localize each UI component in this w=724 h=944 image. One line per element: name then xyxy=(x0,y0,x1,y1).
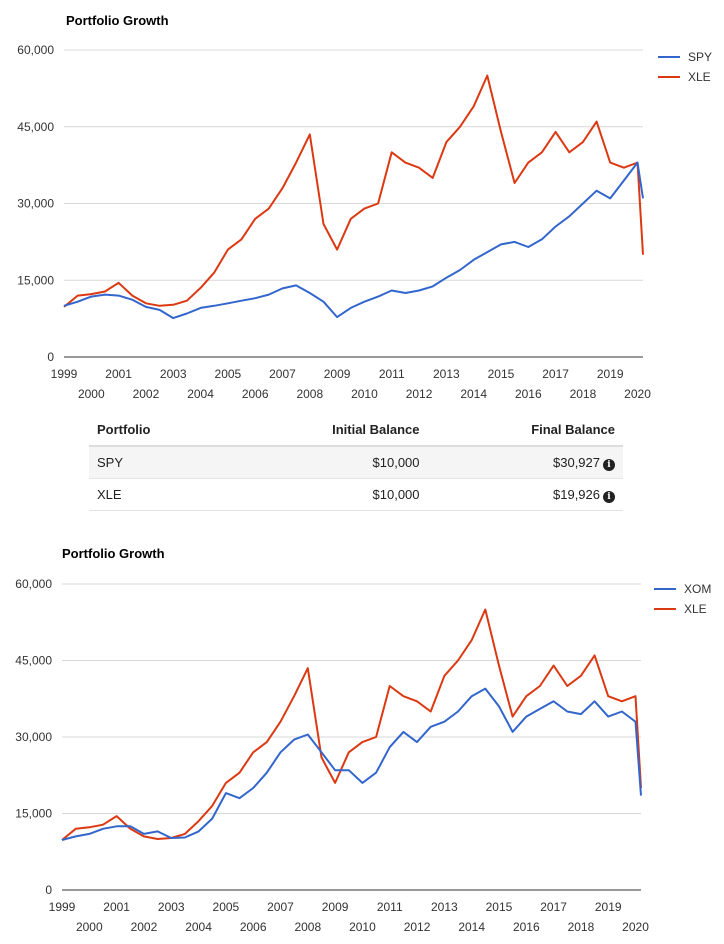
y-tick-label: 45,000 xyxy=(17,120,54,134)
x-tick-label: 2017 xyxy=(542,367,569,381)
balance-table: Portfolio Initial Balance Final Balance … xyxy=(89,415,623,511)
info-icon[interactable]: i xyxy=(603,490,615,503)
x-tick-label: 2005 xyxy=(213,900,240,914)
y-tick-label: 30,000 xyxy=(17,197,54,211)
x-tick-label: 2013 xyxy=(431,900,458,914)
table-row: SPY $10,000 $30,927 i xyxy=(89,446,623,479)
x-tick-label: 1999 xyxy=(51,367,78,381)
x-tick-label: 2011 xyxy=(377,900,403,914)
y-tick-label: 15,000 xyxy=(15,807,52,821)
x-tick-label: 2007 xyxy=(267,900,294,914)
row-initial-balance: $10,000 xyxy=(224,478,428,511)
x-tick-label: 2003 xyxy=(160,367,187,381)
x-tick-label: 2008 xyxy=(294,920,321,934)
x-tick-label: 2006 xyxy=(240,920,267,934)
series-line-xle xyxy=(61,608,642,841)
x-tick-label: 1999 xyxy=(49,900,76,914)
x-tick-label: 2003 xyxy=(158,900,185,914)
x-tick-label: 2004 xyxy=(185,920,212,934)
x-tick-label: 2020 xyxy=(622,920,649,934)
x-tick-label: 2001 xyxy=(105,367,132,381)
row-final-balance: $30,927 i xyxy=(427,446,623,479)
x-tick-label: 2019 xyxy=(595,900,622,914)
x-tick-label: 2018 xyxy=(568,920,595,934)
x-tick-label: 2001 xyxy=(103,900,130,914)
y-tick-label: 15,000 xyxy=(17,273,54,287)
x-tick-label: 2000 xyxy=(78,387,105,401)
x-tick-label: 2004 xyxy=(187,387,214,401)
chart-1-title: Portfolio Growth xyxy=(66,13,169,28)
header-initial-balance: Initial Balance xyxy=(224,415,428,447)
x-tick-label: 2016 xyxy=(513,920,540,934)
y-tick-label: 30,000 xyxy=(15,730,52,744)
y-tick-label: 0 xyxy=(47,350,54,364)
header-portfolio: Portfolio xyxy=(89,415,225,447)
y-tick-label: 45,000 xyxy=(15,654,52,668)
row-initial-balance: $10,000 xyxy=(224,446,428,479)
x-tick-label: 2014 xyxy=(460,387,487,401)
x-tick-label: 2008 xyxy=(296,387,323,401)
row-portfolio: XLE xyxy=(89,478,225,511)
x-tick-label: 2009 xyxy=(324,367,351,381)
final-balance-value: $30,927 xyxy=(553,454,600,470)
x-tick-label: 2002 xyxy=(131,920,158,934)
x-tick-label: 2016 xyxy=(515,387,542,401)
x-tick-label: 2009 xyxy=(322,900,349,914)
x-tick-label: 2019 xyxy=(597,367,624,381)
x-tick-label: 2007 xyxy=(269,367,296,381)
row-final-balance: $19,926 i xyxy=(427,478,623,511)
info-icon[interactable]: i xyxy=(603,458,615,471)
chart-2-title: Portfolio Growth xyxy=(62,546,165,561)
legend-label: XLE xyxy=(688,70,711,84)
legend-label: XOM xyxy=(684,582,711,596)
series-line-spy xyxy=(63,161,644,320)
y-tick-label: 60,000 xyxy=(17,43,54,57)
table-row: XLE $10,000 $19,926 i xyxy=(89,478,623,511)
x-tick-label: 2005 xyxy=(215,367,242,381)
x-tick-label: 2006 xyxy=(242,387,269,401)
x-tick-label: 2000 xyxy=(76,920,103,934)
x-tick-label: 2010 xyxy=(351,387,378,401)
x-tick-label: 2012 xyxy=(406,387,433,401)
x-tick-label: 2018 xyxy=(570,387,597,401)
x-tick-label: 2020 xyxy=(624,387,651,401)
series-line-xom xyxy=(61,687,642,841)
y-tick-label: 60,000 xyxy=(15,577,52,591)
legend-label: XLE xyxy=(684,602,707,616)
y-tick-label: 0 xyxy=(45,883,52,897)
header-final-balance: Final Balance xyxy=(427,415,623,447)
x-tick-label: 2015 xyxy=(488,367,515,381)
x-tick-label: 2017 xyxy=(540,900,567,914)
final-balance-value: $19,926 xyxy=(553,486,600,502)
x-tick-label: 2011 xyxy=(379,367,405,381)
series-line-xle xyxy=(63,74,644,308)
table-header-row: Portfolio Initial Balance Final Balance xyxy=(89,415,623,447)
x-tick-label: 2015 xyxy=(486,900,513,914)
x-tick-label: 2010 xyxy=(349,920,376,934)
row-portfolio: SPY xyxy=(89,446,225,479)
x-tick-label: 2012 xyxy=(404,920,431,934)
x-tick-label: 2002 xyxy=(133,387,160,401)
legend-label: SPY xyxy=(688,50,712,64)
x-tick-label: 2013 xyxy=(433,367,460,381)
x-tick-label: 2014 xyxy=(458,920,485,934)
